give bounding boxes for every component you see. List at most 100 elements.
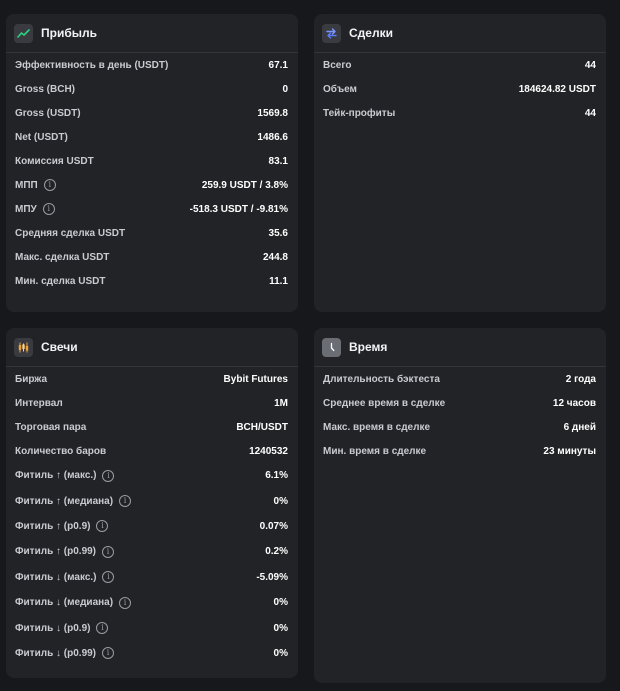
profit-card-header: Прибыль bbox=[6, 14, 298, 53]
row-value: 1569.8 bbox=[257, 107, 288, 119]
info-icon[interactable]: i bbox=[96, 622, 109, 635]
profit-row: Средняя сделка USDT 35.6 bbox=[15, 221, 288, 245]
info-icon[interactable]: i bbox=[119, 495, 132, 508]
row-label-text: Фитиль ↑ (p0.99) bbox=[15, 546, 97, 558]
time-title: Время bbox=[349, 340, 388, 354]
row-label: Макс. сделка USDT bbox=[15, 251, 110, 263]
time-row: Среднее время в сделке 12 часов bbox=[323, 391, 596, 415]
row-value: 0% bbox=[273, 647, 288, 659]
row-value: 0.07% bbox=[259, 520, 288, 532]
info-icon[interactable]: i bbox=[42, 203, 55, 215]
row-value: 44 bbox=[584, 59, 596, 71]
row-label-text: МПП bbox=[15, 179, 38, 191]
time-row: Макс. время в сделке 6 дней bbox=[323, 415, 596, 439]
row-value: 1240532 bbox=[249, 445, 288, 457]
info-icon[interactable]: i bbox=[96, 520, 109, 533]
row-label: Gross (BCH) bbox=[15, 83, 76, 95]
row-label: МПП i bbox=[15, 179, 56, 191]
row-value: -5.09% bbox=[256, 571, 288, 583]
row-label: Интервал bbox=[15, 397, 63, 409]
row-label: Фитиль ↑ (макс.) i bbox=[15, 469, 115, 482]
row-value: 0 bbox=[282, 83, 288, 95]
row-value: 67.1 bbox=[268, 59, 288, 71]
row-value: 11.1 bbox=[269, 275, 288, 287]
candlestick-icon bbox=[14, 337, 33, 357]
row-label: Среднее время в сделке bbox=[323, 397, 446, 409]
row-label-text: Фитиль ↑ (медиана) bbox=[15, 495, 114, 507]
row-label: Количество баров bbox=[15, 445, 107, 457]
profit-title: Прибыль bbox=[41, 26, 97, 40]
row-value: 6.1% bbox=[265, 470, 288, 482]
profit-row: МПУ i -518.3 USDT / -9.81% bbox=[15, 197, 288, 221]
row-label: Торговая пара bbox=[15, 421, 87, 433]
row-label: Фитиль ↓ (медиана) i bbox=[15, 596, 132, 609]
info-icon[interactable]: i bbox=[102, 647, 115, 660]
row-label: Эффективность в день (USDT) bbox=[15, 59, 169, 71]
row-value: 1486.6 bbox=[257, 131, 288, 143]
row-label-text: Фитиль ↑ (p0.9) bbox=[15, 520, 91, 532]
info-icon[interactable]: i bbox=[102, 571, 115, 584]
profit-card: Прибыль Эффективность в день (USDT) 67.1… bbox=[6, 14, 298, 312]
row-value: -518.3 USDT / -9.81% bbox=[189, 203, 288, 215]
row-label: Тейк-профиты bbox=[323, 107, 396, 119]
profit-row: Макс. сделка USDT 244.8 bbox=[15, 245, 288, 269]
candles-row: Фитиль ↑ (p0.99) i 0.2% bbox=[15, 539, 288, 564]
row-label-text: Фитиль ↓ (p0.9) bbox=[15, 622, 91, 634]
row-value: 6 дней bbox=[563, 421, 596, 433]
time-row: Мин. время в сделке 23 минуты bbox=[323, 439, 596, 463]
row-value: 23 минуты bbox=[543, 445, 596, 457]
row-label: Net (USDT) bbox=[15, 131, 68, 143]
profit-row: Эффективность в день (USDT) 67.1 bbox=[15, 53, 288, 77]
row-label: Мин. сделка USDT bbox=[15, 275, 106, 287]
row-label: Фитиль ↓ (p0.9) i bbox=[15, 622, 109, 635]
row-label: Длительность бэктеста bbox=[323, 373, 440, 385]
profit-row: Gross (USDT) 1569.8 bbox=[15, 101, 288, 125]
time-card: Время Длительность бэктеста 2 года Средн… bbox=[314, 328, 606, 683]
row-label-text: Фитиль ↓ (p0.99) bbox=[15, 647, 97, 659]
clock-icon bbox=[322, 337, 341, 357]
row-label-text: МПУ bbox=[15, 203, 37, 215]
row-value: 0% bbox=[273, 622, 288, 634]
candles-row: Фитиль ↓ (медиана) i 0% bbox=[15, 590, 288, 615]
row-value: 2 года bbox=[565, 373, 596, 385]
profit-row: МПП i 259.9 USDT / 3.8% bbox=[15, 173, 288, 197]
row-label: МПУ i bbox=[15, 203, 55, 215]
row-value: 259.9 USDT / 3.8% bbox=[201, 179, 288, 191]
candles-row: Количество баров 1240532 bbox=[15, 439, 288, 463]
deals-card-header: Сделки bbox=[314, 14, 606, 53]
row-value: 1M bbox=[274, 397, 288, 409]
row-label: Gross (USDT) bbox=[15, 107, 81, 119]
row-label: Комиссия USDT bbox=[15, 155, 94, 167]
swap-arrows-icon bbox=[322, 23, 341, 43]
profit-row: Комиссия USDT 83.1 bbox=[15, 149, 288, 173]
time-row: Длительность бэктеста 2 года bbox=[323, 367, 596, 391]
candles-card: Свечи Биржа Bybit Futures Интервал 1M То… bbox=[6, 328, 298, 678]
time-card-header: Время bbox=[314, 328, 606, 367]
row-label: Фитиль ↓ (p0.99) i bbox=[15, 647, 115, 660]
deals-row: Всего 44 bbox=[323, 53, 596, 77]
row-label: Фитиль ↑ (медиана) i bbox=[15, 495, 132, 508]
deals-card: Сделки Всего 44 Объем 184624.82 USDT Тей… bbox=[314, 14, 606, 312]
info-icon[interactable]: i bbox=[43, 179, 56, 191]
row-label: Макс. время в сделке bbox=[323, 421, 431, 433]
info-icon[interactable]: i bbox=[119, 596, 132, 609]
row-label: Фитиль ↓ (макс.) i bbox=[15, 571, 115, 584]
info-icon[interactable]: i bbox=[102, 545, 115, 558]
candles-row: Интервал 1M bbox=[15, 391, 288, 415]
row-value: 0% bbox=[273, 495, 288, 507]
row-label: Всего bbox=[323, 59, 352, 71]
candles-row: Фитиль ↑ (медиана) i 0% bbox=[15, 488, 288, 513]
candles-row: Фитиль ↑ (p0.9) i 0.07% bbox=[15, 514, 288, 539]
row-value: 44 bbox=[584, 107, 596, 119]
row-value: 0.2% bbox=[265, 546, 288, 558]
row-label-text: Фитиль ↓ (медиана) bbox=[15, 597, 114, 609]
row-label: Объем bbox=[323, 83, 357, 95]
profit-row: Gross (BCH) 0 bbox=[15, 77, 288, 101]
info-icon[interactable]: i bbox=[102, 469, 115, 482]
chart-trend-icon bbox=[14, 23, 33, 43]
candles-row: Торговая пара BCH/USDT bbox=[15, 415, 288, 439]
candles-row: Биржа Bybit Futures bbox=[15, 367, 288, 391]
row-value: Bybit Futures bbox=[223, 373, 288, 385]
row-value: 12 часов bbox=[552, 397, 596, 409]
deals-row: Тейк-профиты 44 bbox=[323, 101, 596, 125]
